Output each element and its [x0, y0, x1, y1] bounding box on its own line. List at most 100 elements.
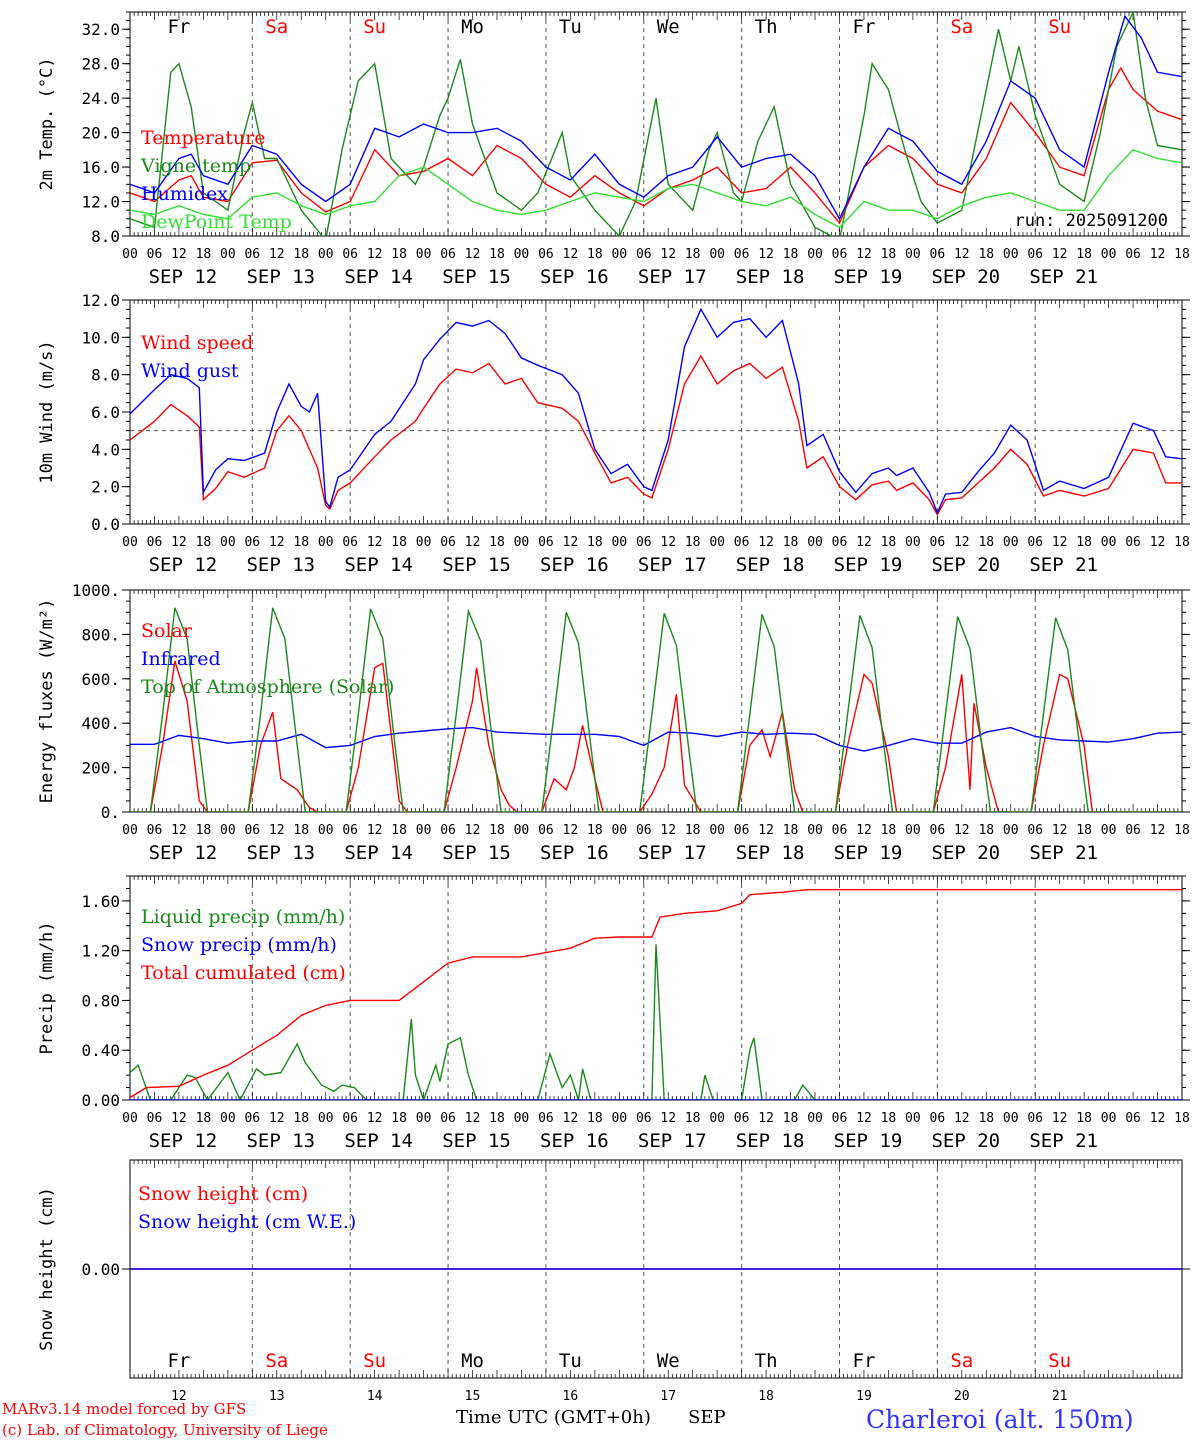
weekday-label: Th — [755, 1350, 778, 1372]
legend-entry: Infrared — [141, 648, 221, 670]
x-day-label: SEP 15 — [442, 842, 511, 864]
x-hour-label: 12 — [660, 535, 676, 550]
x-hour-label: 18 — [1076, 535, 1092, 550]
x-hour-label: 12 — [367, 1111, 383, 1126]
y-tick-label: 20.0 — [81, 124, 120, 143]
x-hour-label: 06 — [636, 1111, 652, 1126]
panel-snow — [122, 1159, 1190, 1379]
series-line-wind-gust — [130, 307, 1182, 515]
x-day-label: SEP 18 — [736, 842, 805, 864]
x-hour-label: 12 — [758, 247, 774, 262]
x-hour-label: 12 — [367, 247, 383, 262]
y-tick-label: 200. — [81, 759, 120, 778]
panel-temperature — [122, 11, 1190, 237]
x-hour-label: 00 — [416, 1111, 432, 1126]
x-day-label: SEP 13 — [246, 266, 315, 288]
x-day-label: SEP 20 — [931, 554, 1000, 576]
x-hour-label: 12 — [171, 535, 187, 550]
x-hour-label: 12 — [1052, 535, 1068, 550]
x-hour-label: 06 — [832, 823, 848, 838]
x-day-label: SEP 14 — [344, 554, 413, 576]
weekday-label: Fr — [853, 1350, 876, 1372]
day-number-label: 21 — [1052, 1389, 1068, 1404]
y-tick-label: 10.0 — [81, 328, 120, 347]
weekday-label: Tu — [559, 1350, 582, 1372]
x-day-label: SEP 16 — [540, 842, 609, 864]
x-hour-label: 18 — [293, 1111, 309, 1126]
y-tick-label: 0. — [101, 803, 120, 822]
x-hour-label: 06 — [538, 535, 554, 550]
x-hour-label: 18 — [293, 247, 309, 262]
x-day-label: SEP 18 — [736, 554, 805, 576]
x-hour-label: 06 — [930, 1111, 946, 1126]
weekday-label: Mo — [461, 1350, 484, 1372]
legend-entry: Temperature — [141, 127, 265, 149]
x-hour-label: 06 — [538, 823, 554, 838]
x-hour-label: 12 — [269, 823, 285, 838]
x-day-label: SEP 12 — [149, 842, 218, 864]
x-hour-label: 06 — [538, 247, 554, 262]
x-hour-label: 06 — [930, 823, 946, 838]
x-hour-label: 00 — [318, 535, 334, 550]
x-hour-label: 18 — [196, 247, 212, 262]
x-day-label: SEP 21 — [1029, 842, 1098, 864]
x-hour-label: 12 — [856, 1111, 872, 1126]
x-hour-label: 18 — [783, 247, 799, 262]
x-hour-label: 12 — [563, 1111, 579, 1126]
x-hour-label: 18 — [391, 1111, 407, 1126]
x-day-label: SEP 19 — [834, 1130, 903, 1152]
panel-frame — [129, 299, 1183, 525]
day-number-label: 16 — [563, 1389, 579, 1404]
x-hour-label: 12 — [660, 823, 676, 838]
x-day-label: SEP 20 — [931, 1130, 1000, 1152]
x-hour-label: 06 — [244, 823, 260, 838]
y-tick-label: 12.0 — [81, 193, 120, 212]
x-hour-label: 00 — [122, 1111, 138, 1126]
x-hour-label: 12 — [465, 1111, 481, 1126]
x-hour-label: 00 — [318, 1111, 334, 1126]
x-hour-label: 12 — [758, 1111, 774, 1126]
x-hour-label: 18 — [783, 1111, 799, 1126]
x-day-label: SEP 12 — [149, 1130, 218, 1152]
x-hour-label: 12 — [954, 1111, 970, 1126]
x-hour-label: 18 — [1076, 1111, 1092, 1126]
x-hour-label: 06 — [1125, 823, 1141, 838]
legend-entry: Snow height (cm) — [138, 1183, 308, 1205]
x-hour-label: 06 — [342, 247, 358, 262]
x-hour-label: 00 — [514, 247, 530, 262]
y-tick-label: 0.00 — [81, 1091, 120, 1110]
x-day-label: SEP 19 — [834, 554, 903, 576]
panel-precip — [122, 875, 1190, 1101]
x-hour-label: 06 — [832, 247, 848, 262]
x-hour-label: 06 — [342, 1111, 358, 1126]
x-day-label: SEP 13 — [246, 554, 315, 576]
panel-frame — [129, 589, 1183, 813]
footer-model-text: MARv3.14 model forced by GFS — [2, 1400, 246, 1418]
legend-entry: Liquid precip (mm/h) — [141, 906, 345, 928]
x-day-label: SEP 19 — [834, 266, 903, 288]
x-day-label: SEP 16 — [540, 554, 609, 576]
x-day-label: SEP 16 — [540, 1130, 609, 1152]
x-hour-label: 18 — [978, 535, 994, 550]
x-hour-label: 00 — [709, 823, 725, 838]
x-hour-label: 06 — [244, 247, 260, 262]
x-hour-label: 18 — [196, 823, 212, 838]
x-hour-label: 00 — [1003, 247, 1019, 262]
y-tick-label: 28.0 — [81, 55, 120, 74]
x-day-label: SEP 21 — [1029, 554, 1098, 576]
x-hour-label: 06 — [440, 535, 456, 550]
legend-entry: Snow precip (mm/h) — [141, 934, 337, 956]
x-hour-label: 00 — [514, 823, 530, 838]
x-hour-label: 00 — [220, 823, 236, 838]
x-hour-label: 18 — [978, 247, 994, 262]
x-hour-label: 18 — [391, 247, 407, 262]
x-hour-label: 00 — [318, 823, 334, 838]
x-hour-label: 06 — [1125, 535, 1141, 550]
x-hour-label: 00 — [220, 535, 236, 550]
y-tick-label: 1.60 — [81, 892, 120, 911]
x-hour-label: 12 — [563, 247, 579, 262]
series-line-wind-speed — [130, 354, 1182, 517]
x-hour-label: 06 — [636, 823, 652, 838]
x-hour-label: 06 — [1125, 247, 1141, 262]
y-tick-label: 8.0 — [91, 366, 120, 385]
